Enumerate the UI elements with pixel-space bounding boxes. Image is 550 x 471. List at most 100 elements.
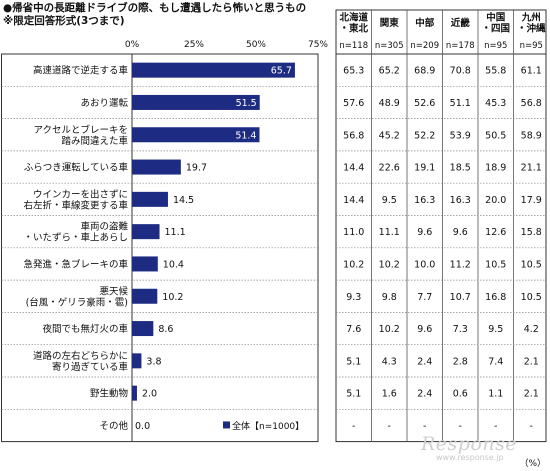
table-cell: -: [459, 421, 462, 432]
category-label: 車両の盗難・いたずら・車上あらし: [23, 221, 128, 244]
table-cell: 10.5: [485, 259, 506, 270]
x-tick-label: 75%: [308, 40, 328, 50]
table-cell: 58.9: [521, 130, 542, 141]
category-label: 野生動物: [90, 388, 129, 400]
table-cell: 9.6: [453, 227, 468, 238]
table-cell: 15.8: [521, 227, 542, 238]
table-cell: 22.6: [379, 163, 400, 174]
unit-label: （%）: [519, 458, 546, 469]
bar-value-label: 3.8: [146, 356, 161, 367]
table-cell: 2.1: [524, 356, 539, 367]
bar-value-label: 0.0: [135, 421, 150, 432]
chart-frame: [1, 53, 319, 443]
table-cell: 65.2: [379, 66, 400, 77]
category-label: 道路の左右どちらかに寄り過ぎている車: [33, 350, 129, 373]
bar: [132, 127, 260, 143]
table-cell: 16.3: [414, 195, 435, 206]
table-cell: 5.1: [346, 389, 361, 400]
table-header-n: n=95: [484, 41, 507, 51]
table-cell: 7.6: [346, 324, 361, 335]
bar-value-label: 8.6: [158, 324, 173, 335]
table-cell: 50.5: [485, 130, 506, 141]
table-header-n: n=209: [410, 41, 439, 51]
table-cell: 65.3: [343, 66, 364, 77]
table-cell: 1.1: [488, 389, 503, 400]
table-header-n: n=305: [375, 41, 404, 51]
bar-value-label: 65.7: [271, 66, 292, 77]
table-cell: 14.4: [343, 163, 364, 174]
table-header-n: n=178: [446, 41, 475, 51]
table-cell: -: [423, 421, 426, 432]
table-cell: 45.3: [485, 98, 506, 109]
table-header-region: 関東: [380, 17, 400, 29]
watermark-brand: Response: [421, 433, 518, 455]
bar: [132, 353, 142, 369]
x-tick-label: 0%: [125, 40, 140, 50]
category-label: あおり運転: [80, 98, 128, 109]
bar: [132, 191, 168, 207]
bar-value-label: 51.5: [236, 98, 257, 109]
table-header-region: 近畿: [451, 17, 471, 29]
table-cell: -: [530, 421, 533, 432]
table-cell: 51.1: [450, 98, 471, 109]
bar: [132, 94, 260, 110]
table-cell: 18.9: [485, 163, 506, 174]
bar-value-label: 11.1: [165, 227, 186, 238]
table-cell: 7.4: [488, 356, 503, 367]
table-cell: 2.4: [417, 356, 432, 367]
bar: [132, 62, 295, 78]
table-cell: 10.2: [343, 259, 364, 270]
table-cell: 4.2: [524, 324, 539, 335]
table-cell: 52.2: [414, 130, 435, 141]
bar: [132, 224, 160, 240]
table-cell: 2.8: [453, 356, 468, 367]
table-cell: 11.0: [343, 227, 364, 238]
table-header-region: 中部: [415, 17, 435, 29]
bar: [132, 321, 154, 337]
table-cell: 57.6: [343, 98, 364, 109]
category-label: 悪天候(台風・ゲリラ豪雨・雹): [26, 285, 129, 308]
chart-title: ●帰省中の長距離ドライブの際、もし遭遇したら怖いと思うもの: [3, 2, 307, 14]
table-header-n: n=118: [339, 41, 368, 51]
table-cell: 56.8: [521, 98, 542, 109]
table-header-region: 北海道・東北: [339, 12, 368, 35]
category-label: 急発進・急ブレーキの車: [23, 258, 128, 270]
x-tick-label: 50%: [246, 40, 266, 50]
table-cell: 11.2: [450, 259, 471, 270]
table-cell: 55.8: [485, 66, 506, 77]
category-label: 夜間でも無灯火の車: [42, 323, 128, 335]
legend-label: 全体【n=1000】: [232, 420, 304, 432]
table-cell: 10.0: [414, 259, 435, 270]
bar: [132, 288, 158, 304]
table-cell: 10.7: [450, 292, 471, 303]
table-cell: 21.1: [521, 163, 542, 174]
table-cell: 56.8: [343, 130, 364, 141]
bar-value-label: 14.5: [173, 195, 194, 206]
table-cell: 11.1: [379, 227, 400, 238]
table-cell: 2.4: [417, 389, 432, 400]
bar: [132, 256, 158, 272]
table-cell: 53.9: [450, 130, 471, 141]
table-cell: 10.5: [521, 292, 542, 303]
bar-value-label: 2.0: [142, 389, 157, 400]
category-label: アクセルとブレーキを踏み間違えた車: [33, 124, 128, 147]
bar-value-label: 51.4: [235, 130, 256, 141]
table-cell: 9.8: [382, 292, 397, 303]
table-cell: 9.6: [417, 324, 432, 335]
watermark-url: www.response.jp: [436, 453, 504, 462]
table-cell: -: [388, 421, 391, 432]
region-table-frame: [335, 9, 547, 443]
bar-value-label: 10.2: [162, 292, 183, 303]
table-cell: 68.9: [414, 66, 435, 77]
x-tick-label: 25%: [184, 40, 204, 50]
table-cell: 16.8: [485, 292, 506, 303]
table-cell: 7.3: [453, 324, 468, 335]
table-header-n: n=95: [520, 41, 543, 51]
table-header-region: 九州・沖縄: [517, 12, 546, 35]
table-cell: 48.9: [379, 98, 400, 109]
table-cell: -: [352, 421, 355, 432]
table-cell: 5.1: [346, 356, 361, 367]
category-label: 高速道路で逆走する車: [33, 65, 129, 77]
table-cell: 16.3: [450, 195, 471, 206]
table-cell: 19.1: [414, 163, 435, 174]
